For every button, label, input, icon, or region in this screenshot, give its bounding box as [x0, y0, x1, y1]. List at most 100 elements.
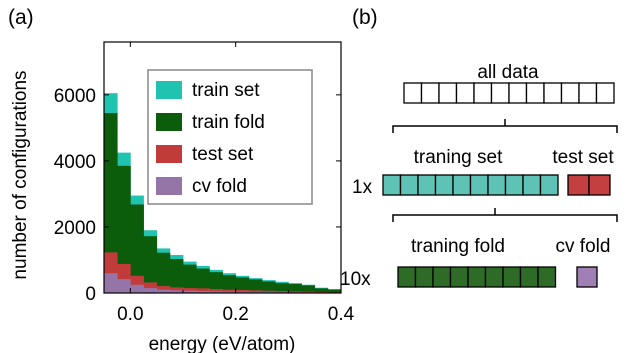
bar-test-set-5	[169, 287, 184, 293]
y-axis-label: number of configurations	[10, 70, 31, 279]
bar-cv-fold-9	[222, 291, 237, 293]
bar-cv-fold-4	[156, 289, 171, 293]
legend-swatch-train-set	[156, 81, 182, 99]
bar-cv-fold-1	[117, 279, 131, 293]
bar-train-fold-7	[196, 268, 210, 293]
test-set-label: test set	[552, 147, 614, 168]
bracket-2	[392, 208, 618, 222]
legend-label: train set	[192, 80, 260, 101]
all-data-box	[473, 82, 493, 104]
panel-a-label: (a)	[8, 6, 34, 29]
training-set-box	[522, 174, 542, 196]
y-tick-label: 4000	[54, 152, 96, 173]
bar-cv-fold-0	[104, 273, 118, 293]
training-set-box	[417, 174, 437, 196]
bar-cv-fold-3	[143, 288, 158, 293]
training-fold-label: traning fold	[411, 236, 505, 257]
y-tick-label: 2000	[54, 218, 96, 239]
bar-train-fold-8	[209, 272, 223, 293]
bar-train-fold-17	[327, 289, 342, 293]
training-set-label: traning set	[414, 147, 503, 168]
training-set-box	[434, 174, 454, 196]
plot-frame	[103, 41, 342, 294]
bar-train-fold-15	[301, 285, 316, 293]
training-fold-box	[537, 266, 557, 288]
bar-test-set-11	[248, 290, 263, 293]
legend-swatch-train-fold	[156, 113, 182, 131]
bar-train-fold-4	[156, 252, 171, 293]
all-data-box	[543, 82, 563, 104]
bar-test-set-8	[209, 289, 223, 293]
training-set-box	[382, 174, 402, 196]
training-fold-box	[484, 266, 504, 288]
y-tick-label: 6000	[54, 86, 96, 107]
bar-test-set-6	[183, 288, 197, 293]
bar-train-fold-12	[262, 281, 276, 293]
training-set-box	[487, 174, 507, 196]
bar-train-fold-11	[248, 279, 263, 293]
training-set-box	[469, 174, 489, 196]
chart-legend: train set train fold test set cv fold	[147, 69, 313, 205]
bar-cv-fold-2	[130, 284, 144, 293]
all-data-box	[525, 82, 545, 104]
legend-swatch-test-set	[156, 145, 182, 163]
bar-test-set-3	[143, 282, 158, 293]
all-data-box	[595, 82, 615, 104]
split-10x-row	[397, 266, 598, 288]
training-set-box	[399, 174, 419, 196]
all-data-box	[438, 82, 458, 104]
x-tick-label: 0.0	[117, 304, 143, 325]
bar-train-fold-13	[275, 283, 289, 293]
split-1x-row	[382, 174, 611, 196]
bar-test-set-7	[196, 288, 210, 293]
legend-label: test set	[192, 144, 254, 165]
bar-test-set-14	[288, 291, 302, 293]
bar-test-set-15	[301, 291, 316, 293]
split-1x-label: 1x	[352, 177, 373, 198]
bar-cv-fold-8	[209, 291, 223, 293]
bar-train-fold-9	[222, 275, 237, 293]
training-fold-box	[432, 266, 452, 288]
legend-swatch-cv-fold	[156, 177, 182, 195]
bar-train-fold-3	[143, 236, 158, 293]
histogram-bars	[104, 93, 342, 293]
training-set-box	[452, 174, 472, 196]
training-fold-box	[519, 266, 539, 288]
split-10x-label: 10x	[340, 269, 371, 290]
x-tick-label: 0.4	[328, 304, 355, 325]
test-set-box	[588, 174, 611, 196]
cv-fold-box	[576, 266, 598, 288]
bar-cv-fold-6	[183, 290, 197, 293]
bar-train-fold-16	[314, 288, 329, 293]
all-data-box	[455, 82, 475, 104]
bar-test-set-12	[262, 290, 276, 293]
bracket-1	[392, 119, 618, 133]
x-axis-label: energy (eV/atom)	[149, 334, 296, 353]
all-data-box	[420, 82, 440, 104]
bar-train-fold-2	[130, 204, 144, 293]
bar-train-fold-10	[235, 277, 250, 293]
bar-cv-fold-10	[235, 291, 250, 293]
all-data-box	[578, 82, 598, 104]
training-fold-box	[414, 266, 434, 288]
bar-train-fold-0	[104, 113, 118, 293]
bar-test-set-10	[235, 290, 250, 293]
training-fold-box	[397, 266, 417, 288]
bar-cv-fold-7	[196, 291, 210, 293]
all-data-box	[403, 82, 423, 104]
bar-train-fold-6	[183, 264, 197, 293]
panel-b-label: (b)	[352, 6, 378, 29]
bar-train-fold-5	[169, 258, 184, 293]
training-fold-box	[467, 266, 487, 288]
bar-test-set-13	[275, 291, 289, 293]
training-set-box	[539, 174, 559, 196]
bar-test-set-9	[222, 289, 237, 293]
all-data-row	[403, 82, 615, 104]
training-set-box	[504, 174, 524, 196]
all-data-box	[560, 82, 580, 104]
all-data-box	[508, 82, 528, 104]
training-fold-box	[449, 266, 469, 288]
all-data-label: all data	[477, 62, 539, 83]
